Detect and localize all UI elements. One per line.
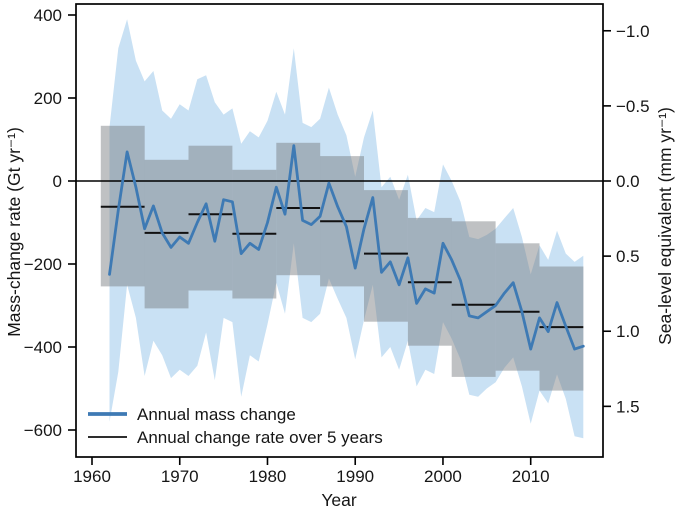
legend: Annual mass change Annual change rate ov… bbox=[88, 405, 383, 447]
y-right-tick-label: −0.5 bbox=[616, 97, 650, 116]
x-tick-label: 1980 bbox=[249, 467, 287, 486]
legend-annual-label: Annual mass change bbox=[137, 405, 296, 424]
x-tick-label: 1960 bbox=[73, 467, 111, 486]
y-left-tick-label: −200 bbox=[24, 255, 62, 274]
x-tick-label: 2010 bbox=[512, 467, 550, 486]
plot-area: 1960 1970 1980 1990 2000 20104002000−200−400−… bbox=[24, 3, 650, 486]
x-tick-label: 1990 bbox=[336, 467, 374, 486]
x-axis-title: Year bbox=[321, 490, 357, 510]
y-right-tick-label: 0.0 bbox=[616, 172, 640, 191]
y-left-tick-label: 0 bbox=[53, 172, 62, 191]
y-right-tick-label: 0.5 bbox=[616, 247, 640, 266]
y-left-tick-label: 200 bbox=[34, 89, 62, 108]
y-right-tick-label: 1.5 bbox=[616, 397, 640, 416]
x-tick-label: 1970 bbox=[161, 467, 199, 486]
pentad-uncertainty-box bbox=[144, 159, 189, 309]
pentad-uncertainty-box bbox=[495, 243, 540, 371]
pentad-uncertainty-box bbox=[364, 190, 408, 322]
y-left-tick-label: −600 bbox=[24, 421, 62, 440]
legend-pentad-label: Annual change rate over 5 years bbox=[137, 428, 383, 447]
annual-mass-change-line bbox=[108, 144, 585, 351]
pentad-uncertainty-box bbox=[451, 221, 496, 377]
y-right-tick-label: −1.0 bbox=[616, 22, 650, 41]
left-axis-title: Mass-change rate (Gt yr⁻¹) bbox=[4, 127, 24, 337]
y-left-tick-label: −400 bbox=[24, 338, 62, 357]
y-left-tick-label: 400 bbox=[34, 6, 62, 25]
y-right-tick-label: 1.0 bbox=[616, 322, 640, 341]
plot-frame bbox=[75, 3, 604, 458]
right-axis-title: Sea-level equivalent (mm yr⁻¹) bbox=[655, 107, 675, 345]
x-tick-label: 2000 bbox=[424, 467, 462, 486]
